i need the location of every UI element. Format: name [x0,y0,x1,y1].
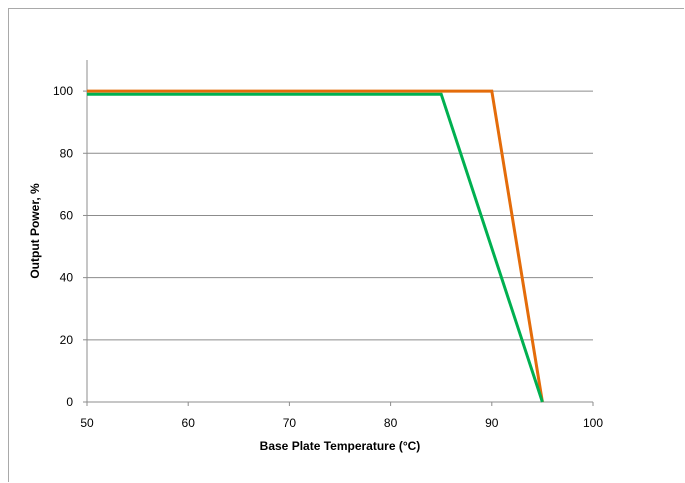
y-tick-label-20: 20 [60,333,74,347]
series-line-2 [87,92,544,403]
x-tick-label-70: 70 [283,416,297,430]
gridlines [87,90,593,341]
y-axis-title: Output Power, % [28,183,42,279]
x-tick-label-80: 80 [384,416,398,430]
x-axis-title: Base Plate Temperature (°C) [260,439,421,453]
series-lines [87,89,544,403]
y-tick-label-0: 0 [66,395,73,409]
y-tick-label-100: 100 [53,84,73,98]
tick-labels: 0 20 40 60 80 100 50 60 70 80 90 100 [53,84,603,430]
axes [83,60,594,406]
y-tick-label-80: 80 [60,146,74,160]
x-tick-label-90: 90 [485,416,499,430]
y-tick-label-60: 60 [60,208,74,222]
chart-frame [8,8,684,482]
series-line-1 [87,89,544,403]
x-tick-label-50: 50 [80,416,94,430]
x-tick-label-60: 60 [182,416,196,430]
x-tick-label-100: 100 [583,416,603,430]
y-tick-label-40: 40 [60,271,74,285]
